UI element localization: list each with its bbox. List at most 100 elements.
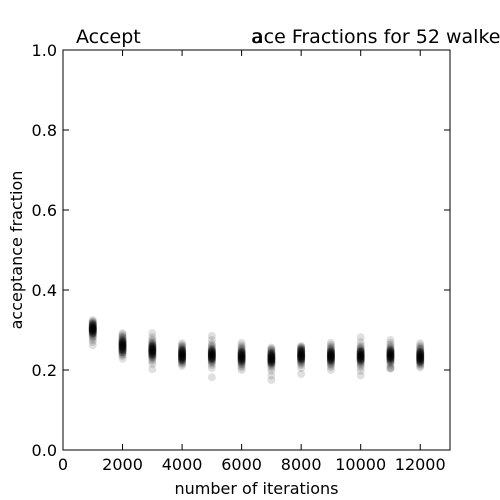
data-point-6000-18	[237, 354, 246, 362]
data-point-10000-17	[356, 353, 365, 362]
data-point-9000-29	[326, 350, 335, 359]
data-point-8000-35	[297, 347, 306, 356]
data-point-7000-44	[267, 345, 276, 354]
data-point-9000-24	[326, 351, 335, 360]
data-point-1000-7	[88, 330, 97, 338]
data-point-8000-11	[297, 354, 306, 363]
data-point-7000-33	[267, 351, 276, 360]
data-point-5000-29	[207, 349, 216, 358]
data-point-7000-3	[267, 364, 276, 372]
data-point-3000-19	[148, 347, 157, 356]
data-point-10000-50	[356, 347, 365, 356]
data-point-2000-40	[118, 335, 127, 344]
data-point-7000-10	[267, 358, 276, 367]
data-point-6000-5	[237, 359, 246, 368]
data-point-7000-18	[267, 355, 276, 364]
data-point-2000-38	[118, 336, 127, 345]
data-point-10000-44	[356, 341, 365, 350]
data-point-2000-19	[118, 342, 127, 351]
data-point-10000-46	[356, 333, 365, 342]
data-point-5000-4	[207, 358, 216, 367]
data-point-5000-25	[207, 350, 216, 359]
data-point-10000-25	[356, 351, 365, 360]
data-point-10000-41	[356, 344, 365, 353]
data-point-4000-4	[178, 357, 187, 366]
data-point-9000-28	[326, 350, 335, 359]
data-point-8000-36	[297, 347, 306, 356]
data-point-2000-44	[118, 332, 127, 340]
data-point-1000-47	[88, 326, 97, 334]
data-point-7000-14	[267, 356, 276, 365]
data-point-10000-27	[356, 350, 365, 359]
data-point-9000-21	[326, 352, 335, 361]
data-point-4000-15	[178, 353, 187, 362]
data-point-12000-19	[416, 353, 425, 362]
data-point-5000-18	[207, 352, 216, 360]
data-point-7000-32	[267, 352, 276, 360]
data-point-4000-49	[178, 354, 187, 362]
data-point-8000-40	[297, 345, 306, 354]
data-point-4000-19	[178, 352, 187, 360]
data-point-10000-1	[356, 366, 365, 375]
data-point-4000-36	[178, 346, 187, 355]
data-point-6000-26	[237, 351, 246, 360]
data-point-11000-33	[386, 348, 395, 357]
data-point-10000-33	[356, 348, 365, 357]
data-point-10000-30	[356, 350, 365, 358]
data-point-10000-51	[356, 356, 365, 365]
data-point-3000-48	[148, 345, 157, 354]
data-point-2000-41	[118, 334, 127, 343]
data-point-8000-6	[297, 357, 306, 366]
data-point-12000-0	[416, 363, 425, 372]
data-point-4000-26	[178, 350, 187, 358]
data-point-10000-45	[356, 338, 365, 346]
data-point-8000-27	[297, 350, 306, 359]
data-point-11000-3	[386, 359, 395, 368]
data-point-7000-47	[267, 354, 276, 363]
data-point-8000-29	[297, 349, 306, 358]
data-point-6000-41	[237, 345, 246, 354]
data-point-6000-49	[237, 355, 246, 364]
data-point-6000-21	[237, 353, 246, 362]
data-point-12000-23	[416, 352, 425, 361]
data-point-4000-11	[178, 354, 187, 363]
data-point-5000-41	[207, 343, 216, 352]
data-point-11000-25	[386, 350, 395, 359]
data-point-2000-22	[118, 341, 127, 350]
data-point-9000-51	[326, 356, 335, 365]
data-point-9000-23	[326, 352, 335, 360]
data-point-3000-12	[148, 349, 157, 358]
data-point-10000-43	[356, 342, 365, 351]
data-point-11000-23	[386, 351, 395, 360]
data-point-8000-4	[297, 358, 306, 367]
data-point-4000-48	[178, 349, 187, 358]
data-point-10000-35	[356, 348, 365, 356]
data-point-7000-31	[267, 352, 276, 360]
data-point-12000-21	[416, 353, 425, 362]
data-point-6000-0	[237, 366, 246, 374]
data-point-12000-48	[416, 350, 425, 359]
data-point-10000-37	[356, 347, 365, 356]
data-point-8000-48	[297, 349, 306, 358]
data-point-12000-47	[416, 353, 425, 362]
x-tick-label-6000: 6000	[221, 455, 262, 474]
data-point-5000-49	[207, 353, 216, 362]
data-point-8000-42	[297, 344, 306, 353]
data-point-7000-15	[267, 356, 276, 365]
data-point-5000-36	[207, 346, 216, 355]
data-point-12000-38	[416, 347, 425, 356]
data-point-7000-0	[267, 376, 276, 384]
data-point-7000-1	[267, 371, 276, 380]
data-point-1000-5	[88, 332, 97, 340]
data-point-12000-27	[416, 351, 425, 360]
data-point-10000-5	[356, 359, 365, 368]
data-point-9000-40	[326, 346, 335, 354]
data-point-8000-3	[297, 360, 306, 368]
data-point-3000-45	[148, 333, 157, 342]
data-point-10000-32	[356, 349, 365, 358]
data-point-11000-22	[386, 351, 395, 360]
data-point-10000-36	[356, 347, 365, 356]
data-point-2000-24	[118, 341, 127, 350]
data-point-6000-48	[237, 350, 246, 359]
data-point-12000-40	[416, 346, 425, 355]
